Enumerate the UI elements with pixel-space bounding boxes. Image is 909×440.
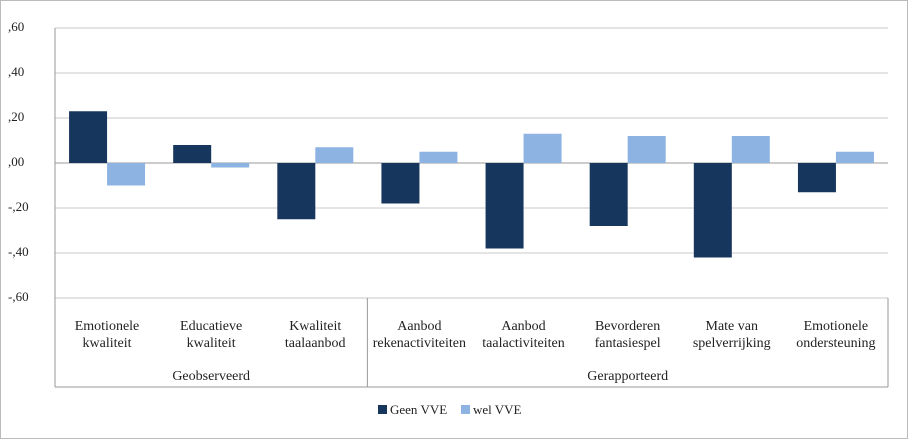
- bar: [211, 163, 250, 168]
- bar: [835, 151, 874, 163]
- x-tick-label: Kwaliteit taalaanbod: [284, 319, 346, 351]
- bar: [173, 145, 212, 163]
- bar: [485, 163, 524, 249]
- legend-swatch: [461, 405, 470, 414]
- y-tick-label: ,60: [8, 19, 24, 34]
- bar: [797, 163, 836, 193]
- y-tick-label: -,20: [8, 199, 29, 214]
- bar: [107, 163, 146, 186]
- legend-swatch: [378, 405, 387, 414]
- bar: [69, 111, 108, 163]
- bar: [419, 151, 458, 163]
- legend-label: Geen VVE: [390, 402, 448, 417]
- bar: [589, 163, 628, 226]
- x-tick-label: Aanbod taalactiviteiten: [482, 319, 565, 351]
- bar: [693, 163, 732, 258]
- group-label: Gerapporteerd: [587, 369, 669, 384]
- bar: [523, 133, 562, 163]
- legend-label: wel VVE: [473, 402, 522, 417]
- y-tick-label: ,20: [8, 109, 24, 124]
- bar: [277, 163, 316, 220]
- y-tick-label: ,40: [8, 64, 24, 79]
- bar: [315, 147, 354, 163]
- x-tick-label: Bevorderen fantasiespel: [594, 319, 661, 351]
- bar: [627, 136, 666, 163]
- bar: [731, 136, 770, 163]
- x-tick-label: Emotionele kwaliteit: [74, 319, 140, 351]
- y-tick-label: -,40: [8, 244, 29, 259]
- x-tick-label: Educatieve kwaliteit: [180, 319, 243, 351]
- x-tick-label: Mate van spelverrijking: [692, 319, 771, 351]
- bar: [381, 163, 420, 204]
- x-tick-label: Emotionele ondersteuning: [796, 319, 876, 351]
- group-label: Geobserveerd: [172, 369, 251, 384]
- y-tick-label: ,00: [8, 154, 24, 169]
- x-tick-label: Aanbod rekenactiviteiten: [372, 319, 467, 351]
- y-tick-label: -,60: [8, 289, 29, 304]
